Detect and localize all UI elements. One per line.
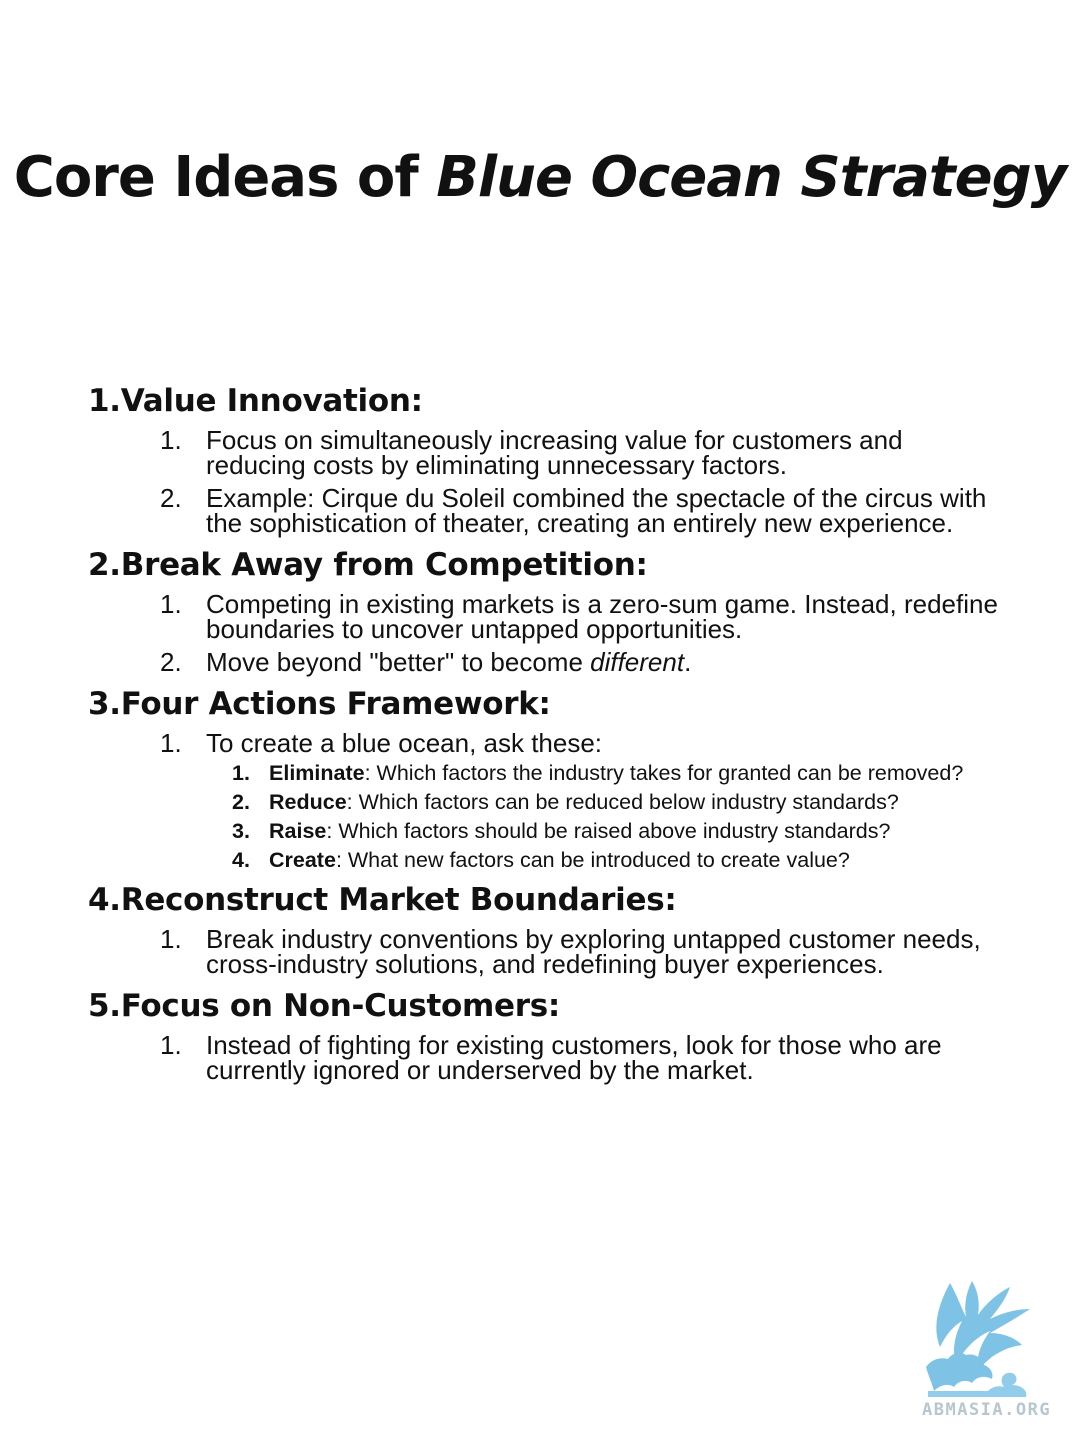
section-heading: 2.Break Away from Competition: (88, 544, 1008, 586)
sub-item-text: : What new factors can be introduced to … (335, 848, 850, 872)
item-text: Example: Cirque du Soleil combined the s… (206, 483, 987, 538)
item-list: 1. Instead of fighting for existing custo… (88, 1030, 1008, 1085)
griffin-logo-icon (918, 1275, 1048, 1405)
content: 1.Value Innovation: 1. Focus on simultane… (88, 380, 1008, 1091)
sub-list-item-reduce: 2. Reduce: Which factors can be reduced b… (88, 791, 1008, 813)
list-item: 1. Competing in existing markets is a zer… (88, 589, 1008, 644)
page-title: Core Ideas of Blue Ocean Strategy (0, 142, 1080, 214)
section-four-actions: 3.Four Actions Framework: 1. To create a … (88, 683, 1008, 871)
item-text: Focus on simultaneously increasing value… (206, 425, 903, 480)
section-number: 5. (88, 988, 121, 1024)
section-colon: : (635, 547, 648, 583)
section-break-away: 2.Break Away from Competition: 1. Competi… (88, 544, 1008, 675)
sub-item-term: Eliminate (269, 761, 365, 785)
sub-item-marker: 3. (232, 819, 250, 843)
section-value-innovation: 1.Value Innovation: 1. Focus on simultane… (88, 380, 1008, 536)
section-heading: 5.Focus on Non-Customers: (88, 985, 1008, 1027)
item-marker: 2. (160, 483, 182, 513)
section-colon: : (547, 988, 560, 1024)
section-name: Focus on Non-Customers (120, 988, 548, 1024)
section-colon: : (538, 686, 551, 722)
item-list: 1. Competing in existing markets is a zer… (88, 589, 1008, 677)
section-heading: 3.Four Actions Framework: (88, 683, 1008, 725)
section-heading: 4.Reconstruct Market Boundaries: (88, 879, 1008, 921)
section-number: 1. (88, 383, 121, 419)
section-colon: : (410, 383, 423, 419)
section-name: Four Actions Framework (120, 686, 539, 722)
sub-item-marker: 2. (232, 790, 250, 814)
sub-item-marker: 1. (232, 761, 250, 785)
sub-item-term: Raise (269, 819, 327, 843)
title-plain: Core Ideas of (13, 145, 437, 210)
list-item: 2. Move beyond "better" to become differe… (88, 647, 1008, 677)
list-item: 2. Example: Cirque du Soleil combined the… (88, 483, 1008, 538)
item-text: Break industry conventions by exploring … (206, 924, 981, 979)
item-text: To create a blue ocean, ask these: (206, 728, 603, 758)
sub-item-list: 1. Eliminate: Which factors the industry … (206, 762, 1008, 871)
logo-text: ABMASIA.ORG (922, 1400, 1052, 1420)
section-colon: : (664, 882, 677, 918)
list-item: 1. To create a blue ocean, ask these: 1. E… (88, 728, 1008, 871)
section-non-customers: 5.Focus on Non-Customers: 1. Instead of f… (88, 985, 1008, 1083)
item-text-end: . (684, 647, 692, 677)
list-item: 1. Focus on simultaneously increasing val… (88, 425, 1008, 480)
sub-item-term: Create (269, 848, 336, 872)
title-italic: Blue Ocean Strategy (436, 145, 1067, 210)
item-marker: 1. (160, 728, 182, 758)
section-number: 4. (88, 882, 121, 918)
section-number: 2. (88, 547, 121, 583)
item-text: Move beyond "better" to become (206, 647, 591, 677)
section-name: Reconstruct Market Boundaries (120, 882, 665, 918)
section-reconstruct-boundaries: 4.Reconstruct Market Boundaries: 1. Break… (88, 879, 1008, 977)
item-marker: 1. (160, 589, 182, 619)
item-text-italic: different (590, 647, 685, 677)
item-list: 1. Break industry conventions by explorin… (88, 924, 1008, 979)
section-number: 3. (88, 686, 121, 722)
sub-item-text: : Which factors can be reduced below ind… (346, 790, 899, 814)
section-heading: 1.Value Innovation: (88, 380, 1008, 422)
sub-item-text: : Which factors the industry takes for g… (364, 761, 964, 785)
item-marker: 1. (160, 924, 182, 954)
item-marker: 1. (160, 425, 182, 455)
sub-item-term: Reduce (269, 790, 347, 814)
sub-item-marker: 4. (232, 848, 250, 872)
item-marker: 1. (160, 1030, 182, 1060)
item-list: 1. Focus on simultaneously increasing val… (88, 425, 1008, 538)
item-marker: 2. (160, 647, 182, 677)
list-item: 1. Break industry conventions by explorin… (88, 924, 1008, 979)
sub-list-item-eliminate: 1. Eliminate: Which factors the industry … (88, 762, 1008, 784)
item-text: Instead of fighting for existing custome… (206, 1030, 942, 1085)
item-list: 1. To create a blue ocean, ask these: 1. E… (88, 728, 1008, 871)
section-name: Value Innovation (120, 383, 411, 419)
sub-item-text: : Which factors should be raised above i… (326, 819, 891, 843)
item-text: Competing in existing markets is a zero-… (206, 589, 998, 644)
sub-list-item-create: 4. Create: What new factors can be introd… (88, 849, 1008, 871)
section-name: Break Away from Competition (120, 547, 636, 583)
list-item: 1. Instead of fighting for existing custo… (88, 1030, 1008, 1085)
sub-list-item-raise: 3. Raise: Which factors should be raised … (88, 820, 1008, 842)
